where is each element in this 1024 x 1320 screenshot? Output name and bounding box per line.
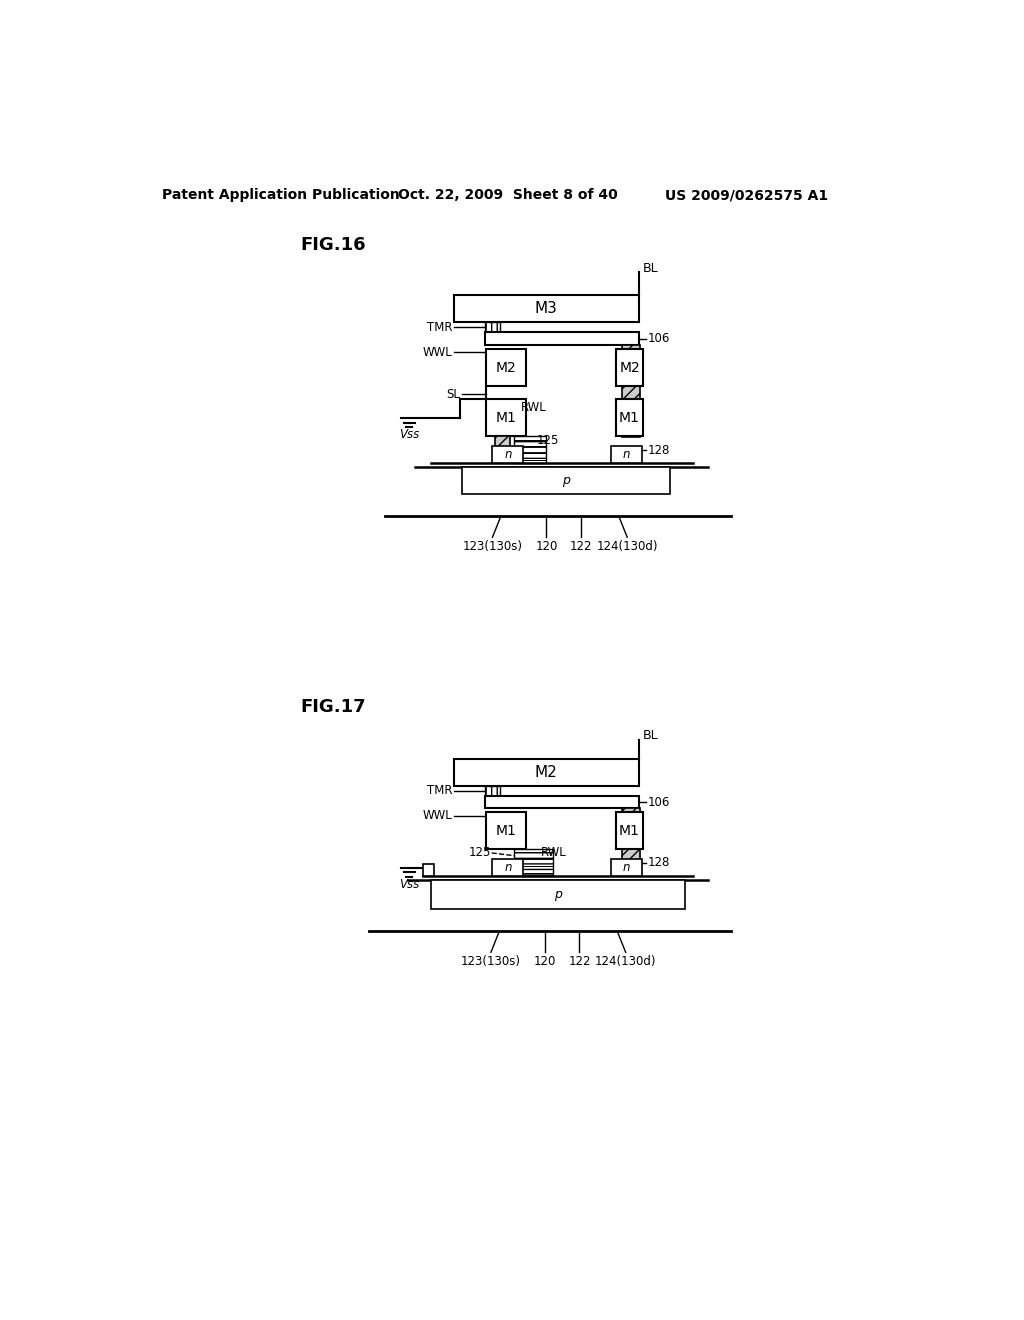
Text: 120: 120: [536, 540, 557, 553]
Text: n: n: [504, 861, 512, 874]
Bar: [495, 437, 510, 463]
Bar: [431, 880, 685, 909]
Text: 106: 106: [648, 333, 671, 345]
Text: 128: 128: [648, 444, 671, 457]
Bar: [493, 446, 523, 463]
Bar: [486, 812, 526, 849]
Text: 123(130s): 123(130s): [461, 954, 521, 968]
Bar: [622, 808, 640, 869]
Text: FIG.16: FIG.16: [300, 236, 366, 253]
Text: WWL: WWL: [423, 809, 453, 822]
Text: 120: 120: [534, 954, 556, 968]
Bar: [493, 859, 523, 876]
Text: 125: 125: [538, 434, 559, 446]
Bar: [484, 785, 500, 796]
Text: M1: M1: [620, 824, 640, 838]
Bar: [615, 400, 643, 437]
Bar: [486, 400, 526, 437]
Text: n: n: [623, 449, 630, 462]
Bar: [611, 859, 642, 876]
Text: TMR: TMR: [427, 321, 453, 334]
Bar: [486, 350, 526, 387]
Text: WWL: WWL: [423, 346, 453, 359]
Text: Vss: Vss: [399, 428, 420, 441]
Bar: [484, 322, 500, 333]
Text: 124(130d): 124(130d): [596, 540, 658, 553]
Bar: [615, 350, 643, 387]
Text: Patent Application Publication: Patent Application Publication: [162, 189, 399, 202]
Bar: [514, 849, 553, 876]
Bar: [454, 296, 639, 322]
Text: 128: 128: [648, 857, 671, 870]
Bar: [622, 345, 640, 437]
Bar: [462, 467, 670, 494]
Text: M1: M1: [620, 411, 640, 425]
Bar: [611, 446, 642, 463]
Text: 124(130d): 124(130d): [595, 954, 656, 968]
Text: TMR: TMR: [427, 784, 453, 797]
Bar: [514, 437, 547, 463]
Bar: [615, 812, 643, 849]
Text: p: p: [562, 474, 569, 487]
Bar: [484, 796, 639, 808]
Text: FIG.17: FIG.17: [300, 698, 366, 717]
Text: 122: 122: [568, 954, 591, 968]
Text: M2: M2: [496, 360, 517, 375]
Text: BL: BL: [643, 261, 658, 275]
Text: 106: 106: [648, 796, 671, 809]
Bar: [484, 333, 639, 345]
Text: BL: BL: [643, 730, 658, 742]
Text: M2: M2: [535, 766, 558, 780]
Text: RWL: RWL: [542, 846, 567, 859]
Text: RWL: RWL: [521, 400, 547, 413]
Text: US 2009/0262575 A1: US 2009/0262575 A1: [665, 189, 828, 202]
Text: M3: M3: [535, 301, 558, 317]
Bar: [423, 865, 434, 876]
Text: 125: 125: [469, 846, 490, 859]
Text: Vss: Vss: [399, 878, 420, 891]
Text: Oct. 22, 2009  Sheet 8 of 40: Oct. 22, 2009 Sheet 8 of 40: [398, 189, 617, 202]
Text: n: n: [623, 861, 630, 874]
Text: M1: M1: [496, 824, 517, 838]
Bar: [454, 759, 639, 785]
Text: M2: M2: [620, 360, 640, 375]
Text: M1: M1: [496, 411, 517, 425]
Text: n: n: [504, 449, 512, 462]
Text: 123(130s): 123(130s): [463, 540, 522, 553]
Text: 122: 122: [569, 540, 592, 553]
Text: SL: SL: [446, 388, 460, 400]
Text: p: p: [554, 888, 562, 902]
